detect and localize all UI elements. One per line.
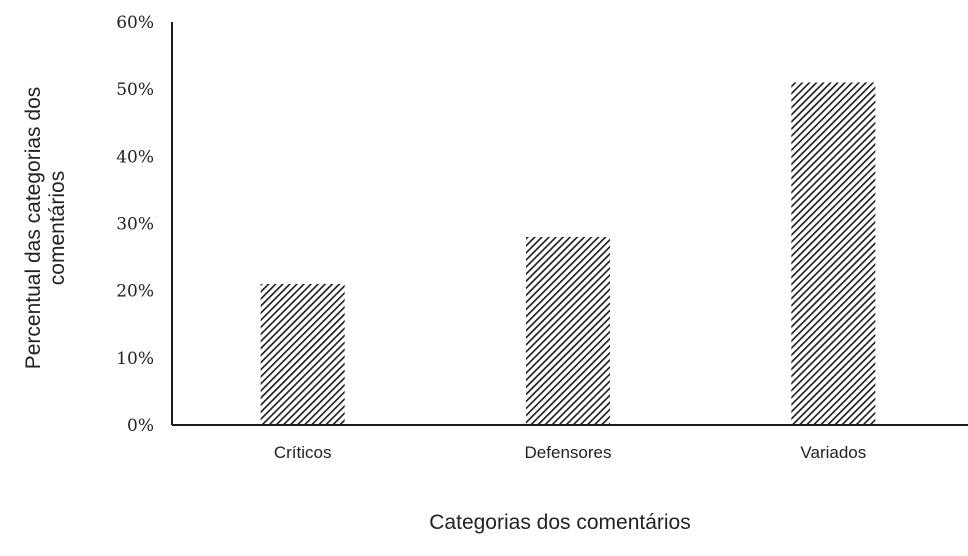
bar-group — [260, 82, 876, 425]
y-axis-title-line-1: Percentual das categorias dos — [22, 87, 45, 370]
bar — [526, 236, 610, 425]
y-tick-label: 20% — [116, 282, 154, 302]
y-tick-label: 30% — [116, 215, 154, 235]
bar — [791, 82, 876, 425]
y-tick-label: 50% — [116, 80, 154, 100]
x-label-group: Críticos Defensores Variados — [274, 443, 866, 462]
x-tick-label: Defensores — [525, 443, 612, 462]
y-tick-label: 0% — [127, 416, 154, 436]
y-tick-label: 60% — [116, 13, 154, 33]
x-tick-label: Críticos — [274, 443, 332, 462]
bar — [260, 283, 345, 425]
y-axis-title-line-2: comentários — [46, 171, 69, 285]
x-axis-title: Categorias dos comentários — [429, 511, 690, 534]
y-tick-label: 10% — [116, 349, 154, 369]
x-tick-label: Variados — [800, 443, 866, 462]
y-tick-label: 40% — [116, 147, 154, 167]
y-tick-group: 0% 10% 20% 30% 40% 50% 60% — [116, 13, 154, 436]
